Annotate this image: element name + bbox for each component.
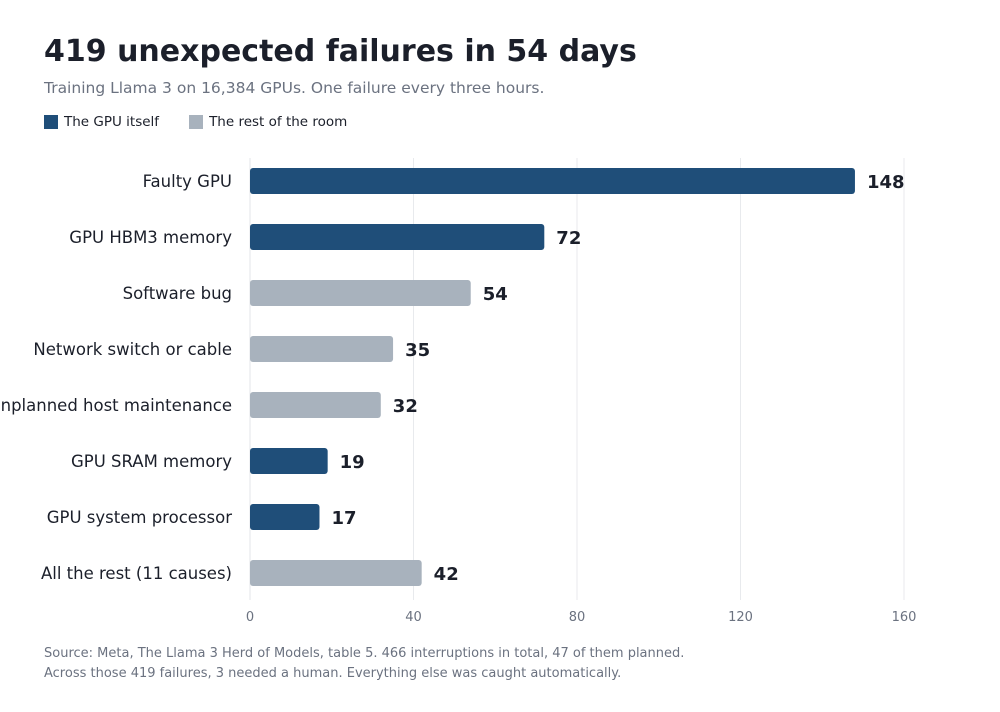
- category-label: Network switch or cable: [33, 340, 232, 359]
- category-label: GPU system processor: [47, 508, 232, 527]
- footnote: Source: Meta, The Llama 3 Herd of Models…: [44, 644, 684, 684]
- footnote-line-1: Source: Meta, The Llama 3 Herd of Models…: [44, 646, 685, 661]
- x-tick-label: 0: [246, 610, 254, 625]
- legend-item-gpu: The GPU itself: [44, 114, 159, 130]
- x-tick-label: 80: [569, 610, 586, 625]
- data-label: 17: [331, 508, 356, 529]
- bar: [250, 504, 320, 530]
- category-label: Faulty GPU: [143, 172, 232, 191]
- legend: The GPU itself The rest of the room: [44, 114, 377, 130]
- category-label: GPU SRAM memory: [71, 452, 232, 471]
- data-label: 54: [483, 284, 508, 305]
- data-label: 42: [434, 564, 459, 585]
- bar: [250, 224, 545, 250]
- data-label: 32: [393, 396, 418, 417]
- bar: [250, 560, 422, 586]
- bar-chart: 0 40 80 120 160 Faulty GPU 148 GPU HBM3 memory 7…: [0, 158, 917, 625]
- footnote-line-2: Across those 419 failures, 3 needed a hu…: [44, 666, 622, 681]
- category-label: Unplanned host maintenance: [0, 396, 232, 415]
- bar: [250, 448, 328, 474]
- legend-label-gpu: The GPU itself: [64, 114, 160, 130]
- data-label: 35: [405, 340, 430, 361]
- category-label: All the rest (11 causes): [41, 564, 232, 583]
- bar: [250, 280, 471, 306]
- x-tick-label: 120: [728, 610, 753, 625]
- chart-title: 419 unexpected failures in 54 days: [44, 34, 637, 69]
- category-label: GPU HBM3 memory: [69, 228, 232, 247]
- data-label: 148: [867, 172, 905, 193]
- legend-swatch-gpu: [44, 115, 58, 129]
- x-tick-label: 160: [892, 610, 917, 625]
- data-label: 72: [556, 228, 581, 249]
- x-tick-label: 40: [405, 610, 422, 625]
- chart-subtitle: Training Llama 3 on 16,384 GPUs. One fai…: [44, 79, 545, 97]
- legend-label-rest: The rest of the room: [209, 114, 348, 130]
- bar: [250, 392, 381, 418]
- bar: [250, 168, 855, 194]
- category-label: Software bug: [123, 284, 232, 303]
- legend-item-rest: The rest of the room: [189, 114, 347, 130]
- data-label: 19: [340, 452, 365, 473]
- bar: [250, 336, 394, 362]
- legend-swatch-rest: [189, 115, 204, 129]
